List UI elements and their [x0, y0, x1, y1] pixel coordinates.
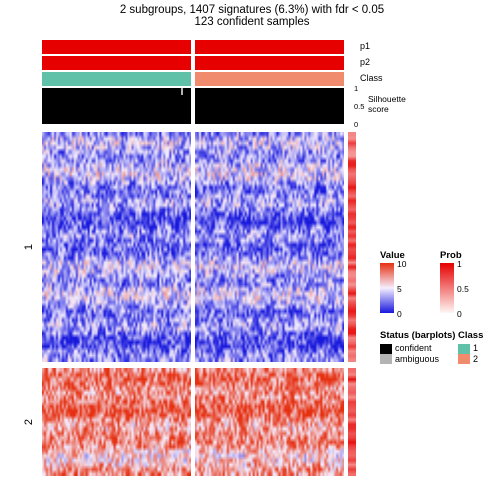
- legend-item: confident: [380, 343, 455, 354]
- side-prob-strip-2: [348, 368, 356, 476]
- anno-label-p1: p1: [360, 41, 370, 51]
- heatmap-cluster-2: [42, 368, 344, 476]
- annotation-bar-p2: [42, 56, 344, 70]
- legend-gradient: [440, 263, 454, 313]
- anno-label-class: Class: [360, 73, 383, 83]
- legend-title: Class: [458, 330, 483, 341]
- anno-label-silhouette: Silhouette score: [368, 94, 406, 114]
- title-line-2: 123 confident samples: [0, 16, 504, 28]
- plot-area: [42, 40, 344, 482]
- heatmap-cluster-1: [42, 132, 344, 362]
- legend-title: Prob: [440, 250, 472, 261]
- annotation-bar-silhouette: [42, 88, 344, 124]
- legend-item: 2: [458, 354, 483, 365]
- legend-value: Value 1050: [380, 250, 412, 313]
- row-cluster-label: 2: [23, 419, 35, 425]
- silhouette-tick: 0.5: [354, 102, 364, 111]
- annotation-bar-p1: [42, 40, 344, 54]
- figure-root: 2 subgroups, 1407 signatures (6.3%) with…: [0, 0, 504, 504]
- legend-status: Status (barplots) confidentambiguous: [380, 330, 455, 364]
- anno-label-p2: p2: [360, 57, 370, 67]
- title-line-1: 2 subgroups, 1407 signatures (6.3%) with…: [0, 4, 504, 16]
- legend-title: Status (barplots): [380, 330, 455, 341]
- legend-ticks: 1050: [394, 263, 412, 313]
- legend-item: ambiguous: [380, 354, 455, 365]
- title-block: 2 subgroups, 1407 signatures (6.3%) with…: [0, 0, 504, 28]
- legend-class: Class 12: [458, 330, 483, 364]
- side-prob-strip-1: [348, 132, 356, 362]
- legend-ticks: 10.50: [454, 263, 472, 313]
- legend-prob: Prob 10.50: [440, 250, 472, 313]
- legend-item: 1: [458, 343, 483, 354]
- legend-gradient: [380, 263, 394, 313]
- row-cluster-label: 1: [23, 244, 35, 250]
- silhouette-tick: 1: [354, 84, 358, 93]
- annotation-bar-class: [42, 72, 344, 86]
- silhouette-tick: 0: [354, 120, 358, 129]
- legend-title: Value: [380, 250, 412, 261]
